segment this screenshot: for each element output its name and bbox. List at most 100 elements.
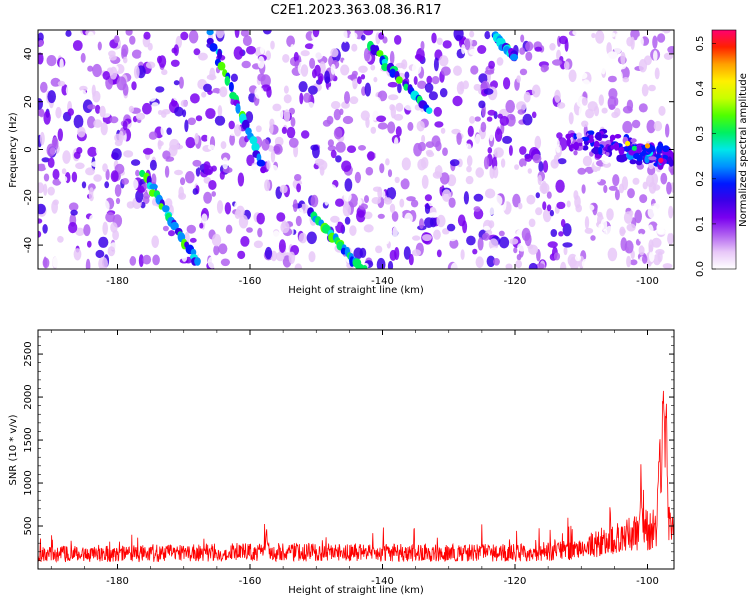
- heatmap-speckle: [59, 58, 64, 71]
- heatmap-speckle: [492, 195, 503, 207]
- heatmap-speckle: [57, 235, 64, 243]
- heatmap-speckle: [155, 86, 165, 93]
- colorbar-tick-label: 0.3: [695, 126, 706, 142]
- heatmap-speckle: [340, 64, 350, 76]
- heatmap-speckle: [62, 206, 67, 219]
- heatmap-speckle: [519, 68, 528, 76]
- heatmap-speckle: [638, 58, 648, 73]
- heatmap-speckle: [621, 176, 629, 191]
- heatmap-speckle: [129, 35, 136, 45]
- heatmap-speckle: [257, 56, 265, 69]
- heatmap-speckle: [151, 48, 159, 59]
- heatmap-speckle: [595, 170, 602, 183]
- heatmap-speckle: [620, 66, 630, 80]
- heatmap-speckle: [532, 153, 542, 164]
- heatmap-speckle: [161, 69, 168, 76]
- heatmap-speckle: [517, 202, 523, 210]
- colorbar-ticks: 0.0 0.1 0.2 0.3 0.4 0.5: [695, 36, 716, 277]
- heatmap-speckle: [149, 159, 157, 171]
- heatmap-speckle: [162, 225, 169, 232]
- heatmap-speckle: [310, 194, 319, 208]
- heatmap-speckle: [280, 221, 290, 234]
- heatmap-speckle: [420, 40, 425, 51]
- heatmap-speckle: [255, 125, 262, 133]
- heatmap-speckle: [174, 169, 183, 176]
- heatmap-speckle: [641, 83, 649, 97]
- heatmap-speckle: [620, 237, 628, 252]
- heatmap-x-tick-label: -100: [636, 276, 659, 287]
- heatmap-speckle: [219, 171, 225, 180]
- heatmap-speckle: [225, 224, 233, 234]
- heatmap-speckle: [666, 181, 672, 195]
- heatmap-speckle: [38, 98, 43, 110]
- heatmap-speckle: [95, 104, 101, 114]
- heatmap-speckle: [557, 158, 567, 165]
- heatmap-speckle: [330, 63, 336, 75]
- heatmap-speckle: [313, 47, 324, 60]
- heatmap-speckle: [320, 186, 325, 194]
- heatmap-speckle: [157, 140, 164, 147]
- heatmap-streak-cell: [206, 30, 214, 36]
- heatmap-speckle: [87, 65, 94, 72]
- heatmap-speckle: [607, 51, 618, 60]
- heatmap-speckle: [55, 106, 62, 119]
- heatmap-hotspot-cell: [573, 150, 578, 156]
- heatmap-speckle: [219, 86, 228, 98]
- heatmap-hotspot-cell: [662, 145, 670, 153]
- heatmap-speckle: [558, 77, 567, 83]
- heatmap-speckle: [629, 259, 638, 266]
- heatmap-speckle: [185, 137, 196, 149]
- heatmap-speckle: [222, 94, 231, 106]
- heatmap-speckle: [469, 30, 475, 38]
- heatmap-speckle: [429, 157, 440, 168]
- heatmap-speckle: [301, 130, 310, 139]
- heatmap-speckle: [185, 171, 195, 184]
- heatmap-speckle: [129, 256, 137, 266]
- heatmap-speckle: [351, 43, 358, 52]
- heatmap-speckle: [433, 57, 439, 72]
- heatmap-speckle: [622, 105, 633, 114]
- heatmap-speckle: [578, 72, 588, 80]
- heatmap-speckle: [272, 230, 281, 242]
- heatmap-speckle: [556, 201, 566, 210]
- heatmap-speckle: [483, 88, 494, 95]
- heatmap-speckle: [534, 135, 542, 150]
- heatmap-speckle: [487, 109, 496, 116]
- heatmap-streak-cell: [228, 81, 234, 92]
- heatmap-streak-cell: [209, 43, 218, 52]
- heatmap-speckle: [38, 203, 46, 215]
- heatmap-speckle: [426, 151, 435, 158]
- heatmap-speckle: [394, 184, 400, 192]
- heatmap-speckle: [517, 242, 528, 252]
- heatmap-speckle: [517, 109, 525, 115]
- heatmap-speckle: [372, 96, 382, 109]
- snr-x-tick-label: -120: [504, 576, 527, 587]
- heatmap-speckle: [603, 184, 608, 194]
- heatmap-speckle: [377, 213, 385, 219]
- heatmap-speckle: [614, 107, 621, 117]
- heatmap-speckle: [61, 168, 67, 175]
- heatmap-speckle: [528, 218, 536, 228]
- heatmap-speckle: [578, 106, 584, 120]
- heatmap-speckle: [376, 115, 387, 123]
- heatmap-hotspot-cell: [577, 138, 584, 143]
- heatmap-speckle: [298, 232, 307, 244]
- heatmap-speckle: [152, 254, 160, 266]
- heatmap-speckle: [246, 154, 255, 166]
- heatmap-speckle: [464, 38, 471, 51]
- heatmap-speckle: [199, 153, 206, 163]
- heatmap-speckle: [540, 218, 546, 232]
- heatmap-speckle: [357, 198, 362, 206]
- heatmap-speckle: [358, 65, 368, 74]
- heatmap-speckle: [38, 163, 47, 172]
- heatmap-speckle: [230, 73, 238, 83]
- heatmap-speckle: [590, 235, 596, 241]
- heatmap-speckle: [499, 236, 510, 249]
- heatmap-speckle: [47, 157, 55, 168]
- heatmap-speckle: [406, 136, 414, 147]
- heatmap-speckle: [473, 83, 481, 91]
- heatmap-speckle: [436, 214, 446, 228]
- heatmap-speckle: [412, 170, 418, 181]
- heatmap-speckle: [461, 55, 471, 64]
- heatmap-speckle: [290, 117, 296, 127]
